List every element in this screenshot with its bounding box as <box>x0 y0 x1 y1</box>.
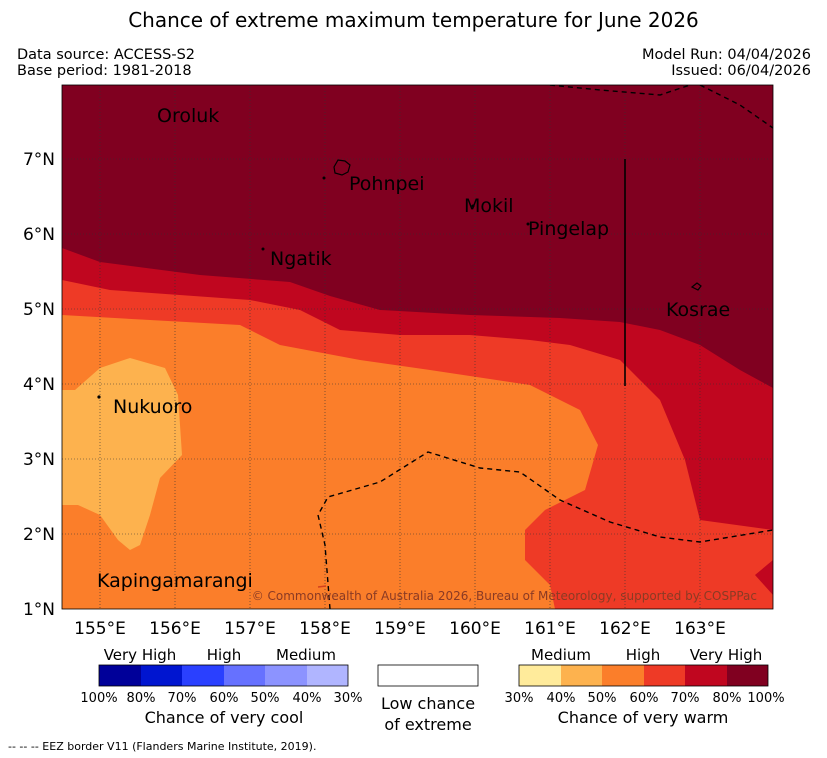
island-dot-icon <box>322 176 326 180</box>
lat-tick-label: 1°N <box>23 600 55 620</box>
legend-swatch-cool-80-100 <box>99 665 141 686</box>
chart-title: Chance of extreme maximum temperature fo… <box>128 8 699 32</box>
lon-tick-label: 163°E <box>674 619 726 639</box>
metadata-left: Data source: ACCESS-S2 Base period: 1981… <box>17 47 195 79</box>
eez-border-line <box>549 85 691 96</box>
place-label-pingelap: Pingelap <box>528 218 609 240</box>
island-dot-icon <box>97 395 101 399</box>
issued-label: Issued: 06/04/2026 <box>671 63 811 79</box>
legend-swatch-warm-40-50 <box>561 665 602 686</box>
legend-warm-percent: 40% <box>547 691 576 706</box>
lon-tick-label: 158°E <box>299 619 351 639</box>
model-run-label: Model Run: 04/04/2026 <box>641 47 811 63</box>
legend-warm-percent: 60% <box>630 691 659 706</box>
legend-cool-percent: 30% <box>334 691 363 706</box>
legend-warm-percent: 80% <box>713 691 742 706</box>
legend-warm: Medium High Very High 30% 40% 50% 60% 70… <box>505 646 785 727</box>
legend-cool-header: Very High <box>104 646 177 664</box>
zone-high-50-60 <box>62 315 598 609</box>
lat-tick-label: 2°N <box>23 525 55 545</box>
legend-warm-header: High <box>626 646 660 664</box>
probability-contours <box>62 85 773 609</box>
place-label-kosrae: Kosrae <box>666 299 730 321</box>
island-dot-icon <box>261 247 265 251</box>
place-label-nukuoro: Nukuoro <box>113 396 192 418</box>
legend-cool: Very High High Medium 100% 80% 70% 60% 5… <box>80 646 362 727</box>
map-frame <box>61 84 774 610</box>
lon-tick-label: 155°E <box>74 619 126 639</box>
legend-cool-header: High <box>207 646 241 664</box>
legend-swatch-cool-60-70 <box>182 665 224 686</box>
legend-low: Low chance of extreme <box>377 664 479 734</box>
zone-medium-40-50 <box>62 358 182 550</box>
legend-warm-percent: 30% <box>505 691 534 706</box>
legend-swatch-warm-50-60 <box>602 665 644 686</box>
eez-border-line <box>317 451 773 609</box>
base-period-label: Base period: 1981-2018 <box>17 63 192 79</box>
legend-bar-border <box>98 664 349 687</box>
legend-cool-percent: 50% <box>251 691 280 706</box>
legend-cool-percent: 70% <box>168 691 197 706</box>
legend-swatch-cool-50-60 <box>224 665 265 686</box>
legend-swatch-warm-60-70 <box>644 665 685 686</box>
island-dot-icon <box>471 204 475 208</box>
metadata-right: Model Run: 04/04/2026 Issued: 06/04/2026 <box>642 47 811 79</box>
legend-warm-percent: 100% <box>747 691 784 706</box>
island-dot-icon <box>526 222 530 226</box>
legend-warm-header: Very High <box>690 646 763 664</box>
legend-cool-percent: 60% <box>210 691 239 706</box>
lat-tick-label: 6°N <box>23 225 55 245</box>
place-labels: Oroluk Pohnpei Mokil Pingelap Ngatik Kos… <box>97 105 730 592</box>
island-outlines <box>97 159 702 588</box>
kapingamarangi-island-icon <box>317 585 327 588</box>
legend-warm-percent: 50% <box>588 691 617 706</box>
lat-tick-label: 4°N <box>23 375 55 395</box>
legend-swatch-cool-70-80 <box>141 665 182 686</box>
legend-cool-percent: 40% <box>293 691 322 706</box>
legend-bar-border <box>518 664 769 687</box>
lon-tick-label: 156°E <box>149 619 201 639</box>
legend-low-caption-line2: of extreme <box>384 715 471 734</box>
lon-tick-label: 159°E <box>374 619 426 639</box>
legend-warm-caption: Chance of very warm <box>558 708 729 727</box>
lon-tick-label: 160°E <box>449 619 501 639</box>
pohnpei-island-icon <box>333 159 351 176</box>
data-source-label: Data source: ACCESS-S2 <box>17 47 196 63</box>
latitude-ticks: 1°N 2°N 3°N 4°N 5°N 6°N 7°N <box>23 150 55 620</box>
place-label-pohnpei: Pohnpei <box>349 173 425 195</box>
longitude-ticks: 155°E 156°E 157°E 158°E 159°E 160°E 161°… <box>74 619 726 639</box>
place-label-oroluk: Oroluk <box>157 105 219 127</box>
legend-low-caption-line1: Low chance <box>381 694 475 713</box>
legend-swatch-cool-30-40 <box>307 665 348 686</box>
place-label-mokil: Mokil <box>464 195 514 217</box>
lat-tick-label: 3°N <box>23 450 55 470</box>
place-label-kapingamarangi: Kapingamarangi <box>97 570 253 592</box>
eez-footnote: -- -- -- EEZ border V11 (Flanders Marine… <box>8 740 317 753</box>
eez-border <box>317 85 773 609</box>
legend-cool-percent: 100% <box>80 691 117 706</box>
copyright-notice: © Commonwealth of Australia 2026, Bureau… <box>252 589 757 603</box>
lon-tick-label: 162°E <box>599 619 651 639</box>
lat-tick-label: 7°N <box>23 150 55 170</box>
legend-swatch-warm-70-80 <box>685 665 727 686</box>
legend-warm-header: Medium <box>531 646 591 664</box>
legend-swatch-cool-40-50 <box>265 665 307 686</box>
legend-swatch-warm-80-100 <box>727 665 768 686</box>
lon-tick-label: 157°E <box>224 619 276 639</box>
place-label-ngatik: Ngatik <box>270 248 332 270</box>
legend-cool-header: Medium <box>276 646 336 664</box>
legend-swatch-low <box>377 664 479 687</box>
legend-swatch-warm-30-40 <box>519 665 561 686</box>
legend-warm-percent: 70% <box>671 691 700 706</box>
legend-cool-caption: Chance of very cool <box>145 708 304 727</box>
legend-cool-percent: 80% <box>127 691 156 706</box>
lat-tick-label: 5°N <box>23 300 55 320</box>
lon-tick-label: 161°E <box>524 619 576 639</box>
kosrae-island-icon <box>690 282 702 291</box>
